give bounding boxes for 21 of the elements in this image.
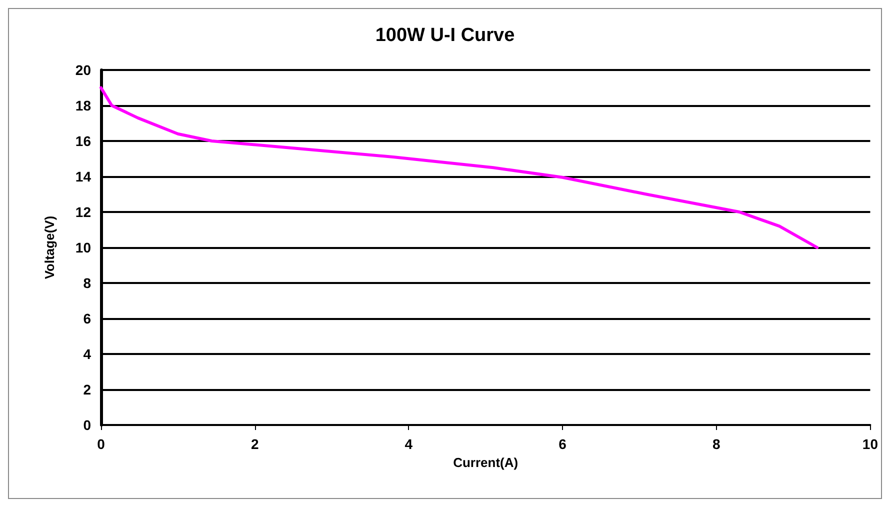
- chart-title: 100W U-I Curve: [375, 25, 515, 46]
- y-tick-label: 4: [83, 346, 92, 362]
- y-tick-label: 0: [83, 417, 92, 433]
- y-tick-label: 8: [83, 275, 92, 291]
- y-tick-label: 16: [75, 133, 92, 149]
- y-tick-label: 10: [75, 240, 92, 256]
- y-tick-label: 18: [75, 98, 92, 114]
- y-tick-label: 2: [83, 382, 92, 398]
- line-series: [100, 86, 819, 249]
- y-tick-label: 14: [75, 168, 92, 184]
- x-tick-label: 6: [558, 436, 567, 452]
- y-tick-label: 12: [75, 204, 92, 220]
- x-tick-label: 8: [712, 436, 720, 452]
- x-tick-label: 0: [97, 436, 106, 452]
- x-tick-label: 2: [250, 436, 259, 452]
- x-axis-title: Current(A): [453, 454, 518, 470]
- x-tick-label: 4: [404, 436, 413, 452]
- x-tick-label: 10: [862, 436, 878, 452]
- y-tick-label: 6: [83, 310, 92, 326]
- y-axis-title: Voltage(V): [42, 216, 57, 280]
- y-tick-label: 20: [75, 62, 92, 78]
